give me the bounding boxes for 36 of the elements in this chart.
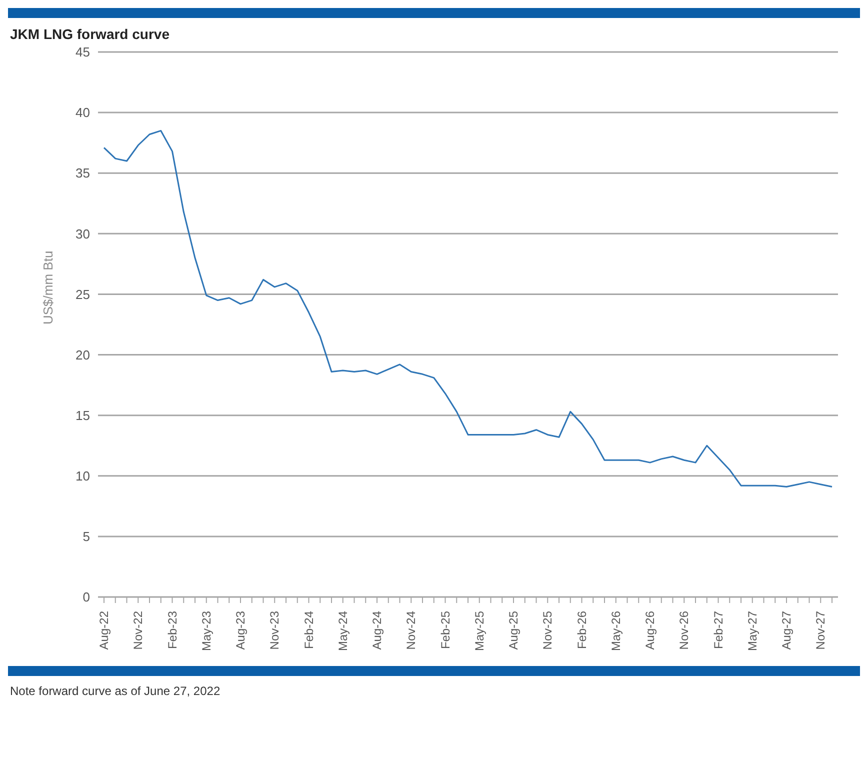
x-tick-label: Aug-22 [97,610,111,650]
x-tick-label: Feb-23 [165,610,180,650]
x-tick-label: Feb-26 [574,610,589,650]
x-tick-label: Aug-24 [370,610,384,650]
x-tick-label: May-26 [608,610,623,652]
x-tick-label: Aug-23 [234,610,248,650]
x-tick-label: May-24 [336,610,350,652]
x-tick-label: Nov-22 [131,610,146,650]
y-tick-label: 0 [82,590,90,605]
y-tick-label: 45 [76,44,90,60]
y-tick-label: 5 [82,529,90,544]
y-tick-label: 15 [76,408,90,423]
x-tick-label: May-23 [199,610,214,652]
chart-title: JKM LNG forward curve [10,26,170,42]
x-tick-label: May-27 [745,610,760,652]
x-tick-label: Nov-27 [814,610,828,650]
y-tick-label: 20 [76,347,90,362]
x-tick-label: Feb-27 [711,610,726,650]
x-tick-label: Feb-25 [438,610,452,650]
x-tick-label: May-25 [472,610,486,652]
x-tick-label: Nov-24 [404,610,418,650]
y-axis-title: US$/mm Btu [40,250,56,324]
line-series [103,130,833,488]
x-tick-label: Nov-25 [540,610,555,650]
x-tick-label: Aug-26 [643,610,657,650]
y-tick-label: 10 [76,468,90,484]
y-tick-label: 35 [76,166,90,181]
y-tick-label: 30 [76,226,90,242]
y-tick-label: 25 [76,286,90,302]
x-tick-label: Aug-25 [506,610,520,650]
x-tick-label: Aug-27 [780,610,794,650]
text: Note forward curve as of June 27, 2022 [10,684,222,698]
x-tick-label: Nov-23 [268,610,282,650]
y-tick-label: 40 [76,105,90,120]
x-tick-label: Feb-24 [302,610,316,650]
x-tick-label: Nov-26 [677,610,692,650]
